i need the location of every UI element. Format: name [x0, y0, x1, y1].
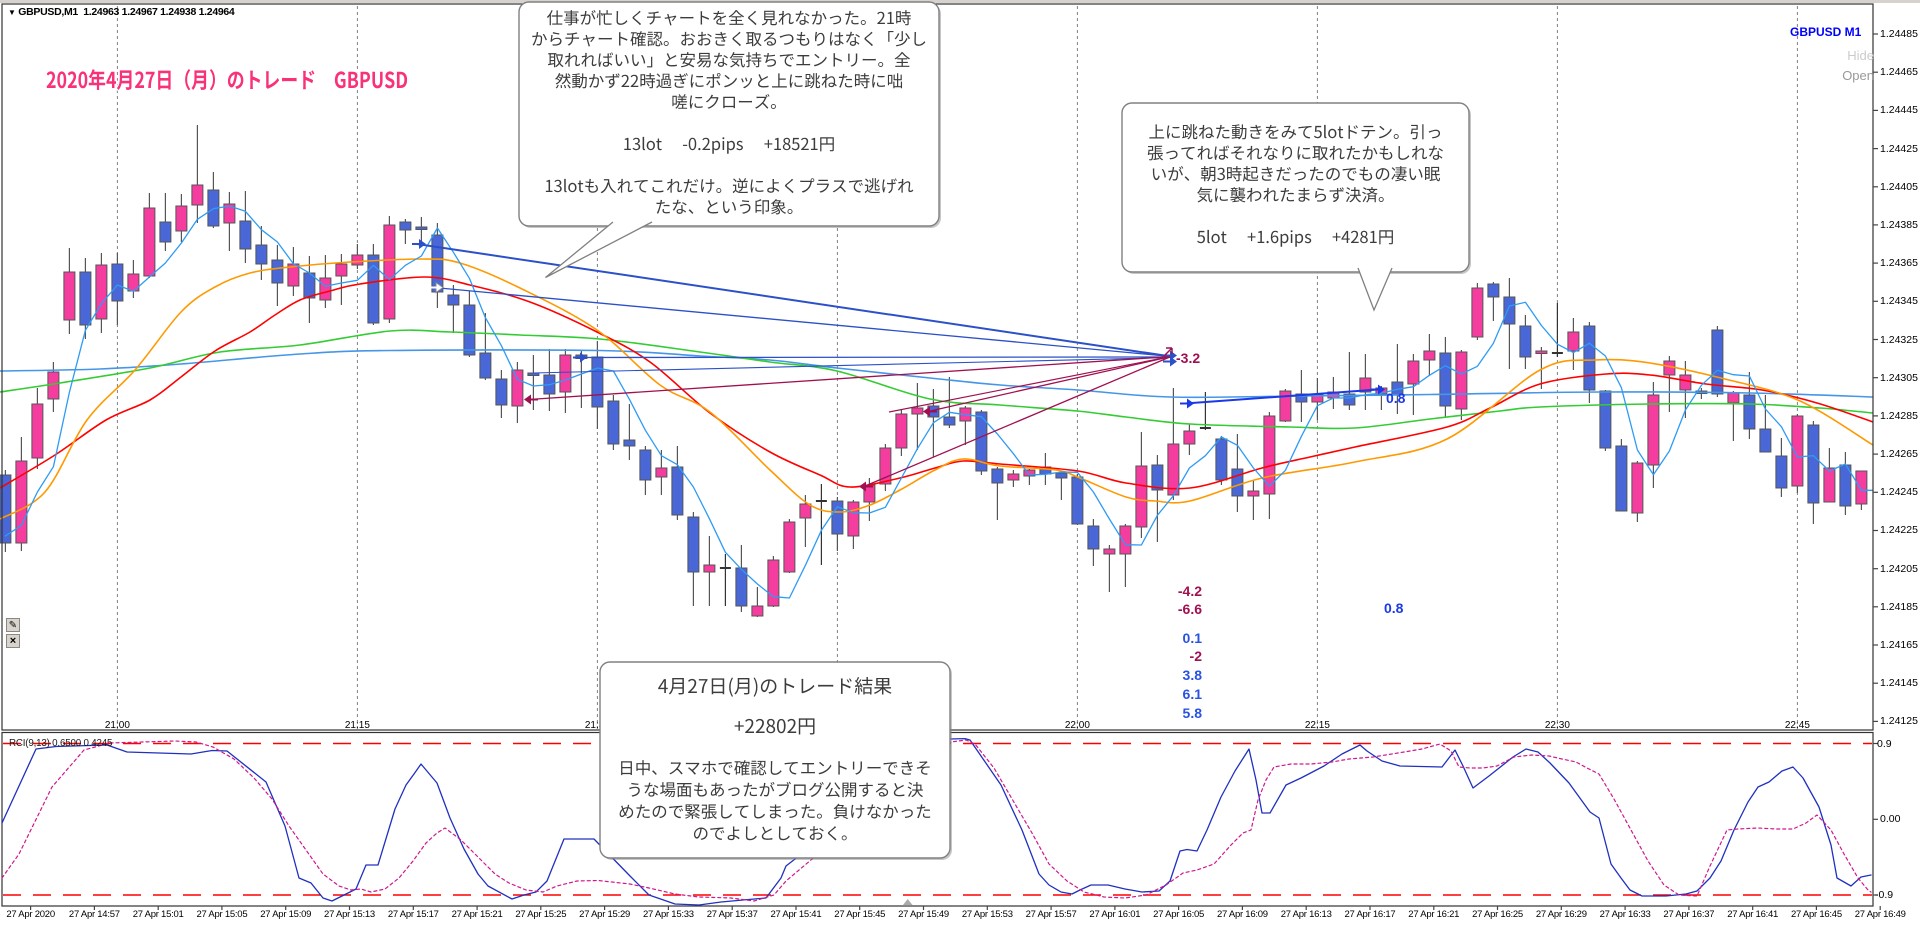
svg-text:21:15: 21:15 [345, 720, 370, 731]
svg-text:22:45: 22:45 [1785, 720, 1810, 731]
svg-text:21:30: 21:30 [585, 720, 610, 731]
svg-text:21:00: 21:00 [105, 720, 130, 731]
svg-text:22:15: 22:15 [1305, 720, 1330, 731]
svg-text:22:30: 22:30 [1545, 720, 1570, 731]
svg-text:22:00: 22:00 [1065, 720, 1090, 731]
